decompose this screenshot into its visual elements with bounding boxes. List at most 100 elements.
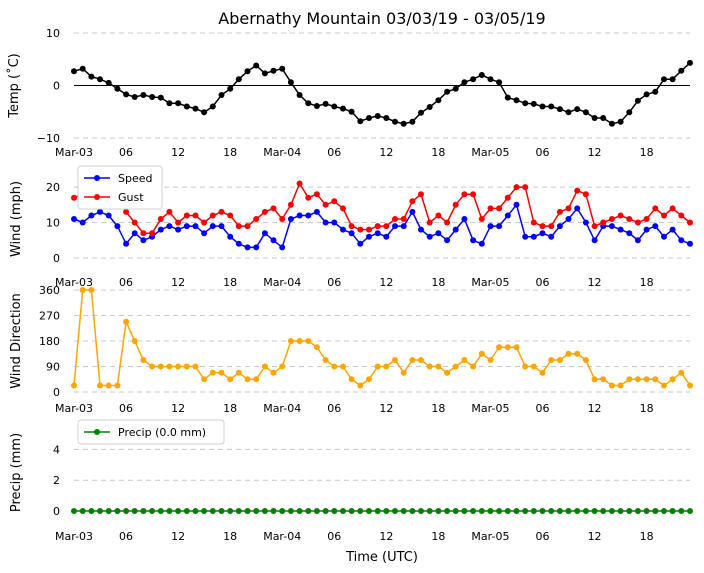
data-point <box>392 223 398 230</box>
data-point <box>279 244 286 251</box>
data-point <box>617 118 624 125</box>
data-point <box>140 92 147 98</box>
x-tick-label: 06 <box>536 530 550 543</box>
data-point <box>392 118 398 125</box>
data-point <box>313 508 320 514</box>
data-point <box>530 219 537 226</box>
data-point <box>435 508 442 514</box>
data-point <box>140 237 147 244</box>
data-point <box>296 508 303 514</box>
data-point <box>366 233 372 240</box>
data-point <box>652 376 659 383</box>
data-point <box>357 118 364 125</box>
data-point <box>687 508 693 514</box>
data-point <box>496 344 503 351</box>
data-point <box>617 382 624 389</box>
data-point <box>105 382 112 389</box>
x-tick-label: Mar-04 <box>263 146 301 159</box>
data-point <box>244 508 251 514</box>
data-point <box>296 180 303 187</box>
data-point <box>279 363 286 370</box>
data-point <box>643 216 650 222</box>
data-point <box>418 109 424 116</box>
data-point <box>270 508 277 514</box>
x-tick-label: Mar-03 <box>55 146 93 159</box>
data-point <box>591 508 598 514</box>
data-point <box>348 223 355 230</box>
x-tick-label: Mar-04 <box>263 530 301 543</box>
data-point <box>227 376 234 383</box>
data-point <box>539 508 546 514</box>
data-point <box>322 357 329 363</box>
data-point <box>478 350 485 357</box>
data-point <box>400 216 407 222</box>
data-point <box>123 91 130 98</box>
data-point <box>261 208 268 215</box>
data-point <box>79 65 86 72</box>
data-point <box>192 212 199 219</box>
data-point <box>287 338 294 344</box>
data-point <box>409 357 416 363</box>
data-point <box>452 226 459 233</box>
x-tick-label: 06 <box>536 146 550 159</box>
x-tick-label: 18 <box>431 276 445 289</box>
y-tick-label: 20 <box>46 181 60 194</box>
data-point <box>114 223 121 230</box>
data-point <box>400 223 407 230</box>
data-point <box>452 508 459 514</box>
data-point <box>218 92 225 98</box>
y-tick-label: 360 <box>39 284 60 297</box>
data-point <box>513 508 520 514</box>
data-point <box>244 68 251 75</box>
data-point <box>131 230 138 237</box>
x-tick-label: 12 <box>171 276 185 289</box>
data-point <box>626 216 633 222</box>
data-point <box>608 382 615 389</box>
data-point <box>435 97 442 104</box>
data-point <box>470 237 477 244</box>
x-tick-label: 12 <box>171 530 185 543</box>
data-point <box>513 184 520 191</box>
data-point <box>261 363 268 370</box>
data-point <box>374 363 381 370</box>
data-point <box>661 212 667 219</box>
data-point <box>166 100 173 107</box>
data-point <box>235 369 242 376</box>
data-point <box>574 106 581 113</box>
data-point <box>331 219 338 226</box>
data-point <box>235 223 242 230</box>
data-point <box>661 382 667 389</box>
data-point <box>392 216 398 222</box>
x-tick-label: 12 <box>379 276 393 289</box>
data-point <box>574 350 581 357</box>
data-point <box>548 357 555 363</box>
x-tick-label: 06 <box>119 402 133 415</box>
data-point <box>634 219 641 226</box>
x-tick-label: 18 <box>640 146 654 159</box>
data-point <box>487 205 494 212</box>
data-point <box>643 508 650 514</box>
data-point <box>114 508 121 514</box>
data-point <box>296 92 303 98</box>
chart-title: Abernathy Mountain 03/03/19 - 03/05/19 <box>218 9 545 28</box>
data-point <box>227 85 234 92</box>
data-point <box>88 73 95 80</box>
x-axis-label: Time (UTC) <box>345 550 418 565</box>
data-point <box>556 208 563 215</box>
data-point <box>383 363 390 370</box>
data-point <box>383 223 390 230</box>
data-point <box>496 508 503 514</box>
data-point <box>591 376 598 383</box>
data-point <box>634 97 641 104</box>
data-point <box>114 382 121 389</box>
data-point <box>678 508 685 514</box>
data-point <box>444 508 451 514</box>
data-point <box>504 212 511 219</box>
data-point <box>513 97 520 104</box>
data-point <box>617 226 624 233</box>
data-point <box>175 100 182 107</box>
data-point <box>331 363 338 370</box>
data-point <box>435 363 442 370</box>
data-point <box>435 212 442 219</box>
data-point <box>287 201 294 208</box>
